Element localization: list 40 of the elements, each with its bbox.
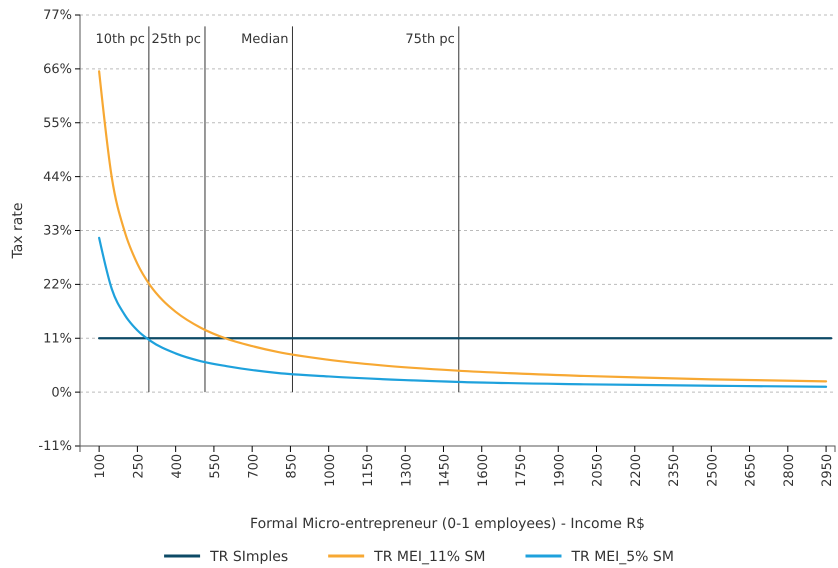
y-tick-label: 11% xyxy=(43,331,72,346)
ref-line-label: 75th pc xyxy=(405,32,455,47)
line-series xyxy=(98,70,828,382)
legend-label: TR MEI_5% SM xyxy=(570,549,674,565)
y-tick-label: 55% xyxy=(43,116,72,131)
y-tick-label: 22% xyxy=(43,278,72,293)
x-tick-label: 2200 xyxy=(628,454,644,487)
x-tick-label: 700 xyxy=(246,454,262,479)
y-tick-label: 77% xyxy=(43,8,72,24)
x-tick-label: 2350 xyxy=(667,454,682,487)
x-tick-label: 850 xyxy=(284,454,300,479)
x-tick-label: 1600 xyxy=(476,454,491,487)
y-axis-title: Tax rate xyxy=(10,202,26,260)
y-tick-label: 0% xyxy=(51,385,72,400)
x-tick-label: 2650 xyxy=(744,454,759,487)
x-tick-label: 2950 xyxy=(820,454,836,487)
ref-line-label: 10th pc xyxy=(95,32,145,47)
x-tick-label: 2500 xyxy=(705,454,720,487)
y-tick-label: 33% xyxy=(43,224,72,239)
line-series xyxy=(98,236,828,388)
legend-label: TR SImples xyxy=(209,549,288,565)
x-tick-label: 1450 xyxy=(438,454,453,487)
x-tick-label: 1300 xyxy=(399,454,414,487)
x-tick-label: 100 xyxy=(93,454,108,479)
x-axis-title: Formal Micro-entrepreneur (0-1 employees) - Income R$ xyxy=(250,516,645,532)
y-tick-label: 44% xyxy=(43,170,72,185)
y-tick-label: 66% xyxy=(43,62,72,78)
x-tick-label: 1750 xyxy=(514,454,530,487)
x-tick-label: 1000 xyxy=(322,454,338,487)
x-tick-label: 1150 xyxy=(361,454,376,487)
x-tick-label: 2800 xyxy=(782,454,797,487)
x-tick-label: 250 xyxy=(131,454,146,479)
x-tick-label: 1900 xyxy=(552,454,568,487)
ref-line-label: 25th pc xyxy=(152,32,201,47)
y-tick-label: -11% xyxy=(38,439,72,454)
x-tick-label: 400 xyxy=(170,454,185,479)
ref-line-label: Median xyxy=(241,32,288,47)
x-tick-label: 550 xyxy=(208,454,224,479)
x-tick-label: 2050 xyxy=(590,454,606,487)
legend-label: TR MEI_11% SM xyxy=(373,549,486,565)
